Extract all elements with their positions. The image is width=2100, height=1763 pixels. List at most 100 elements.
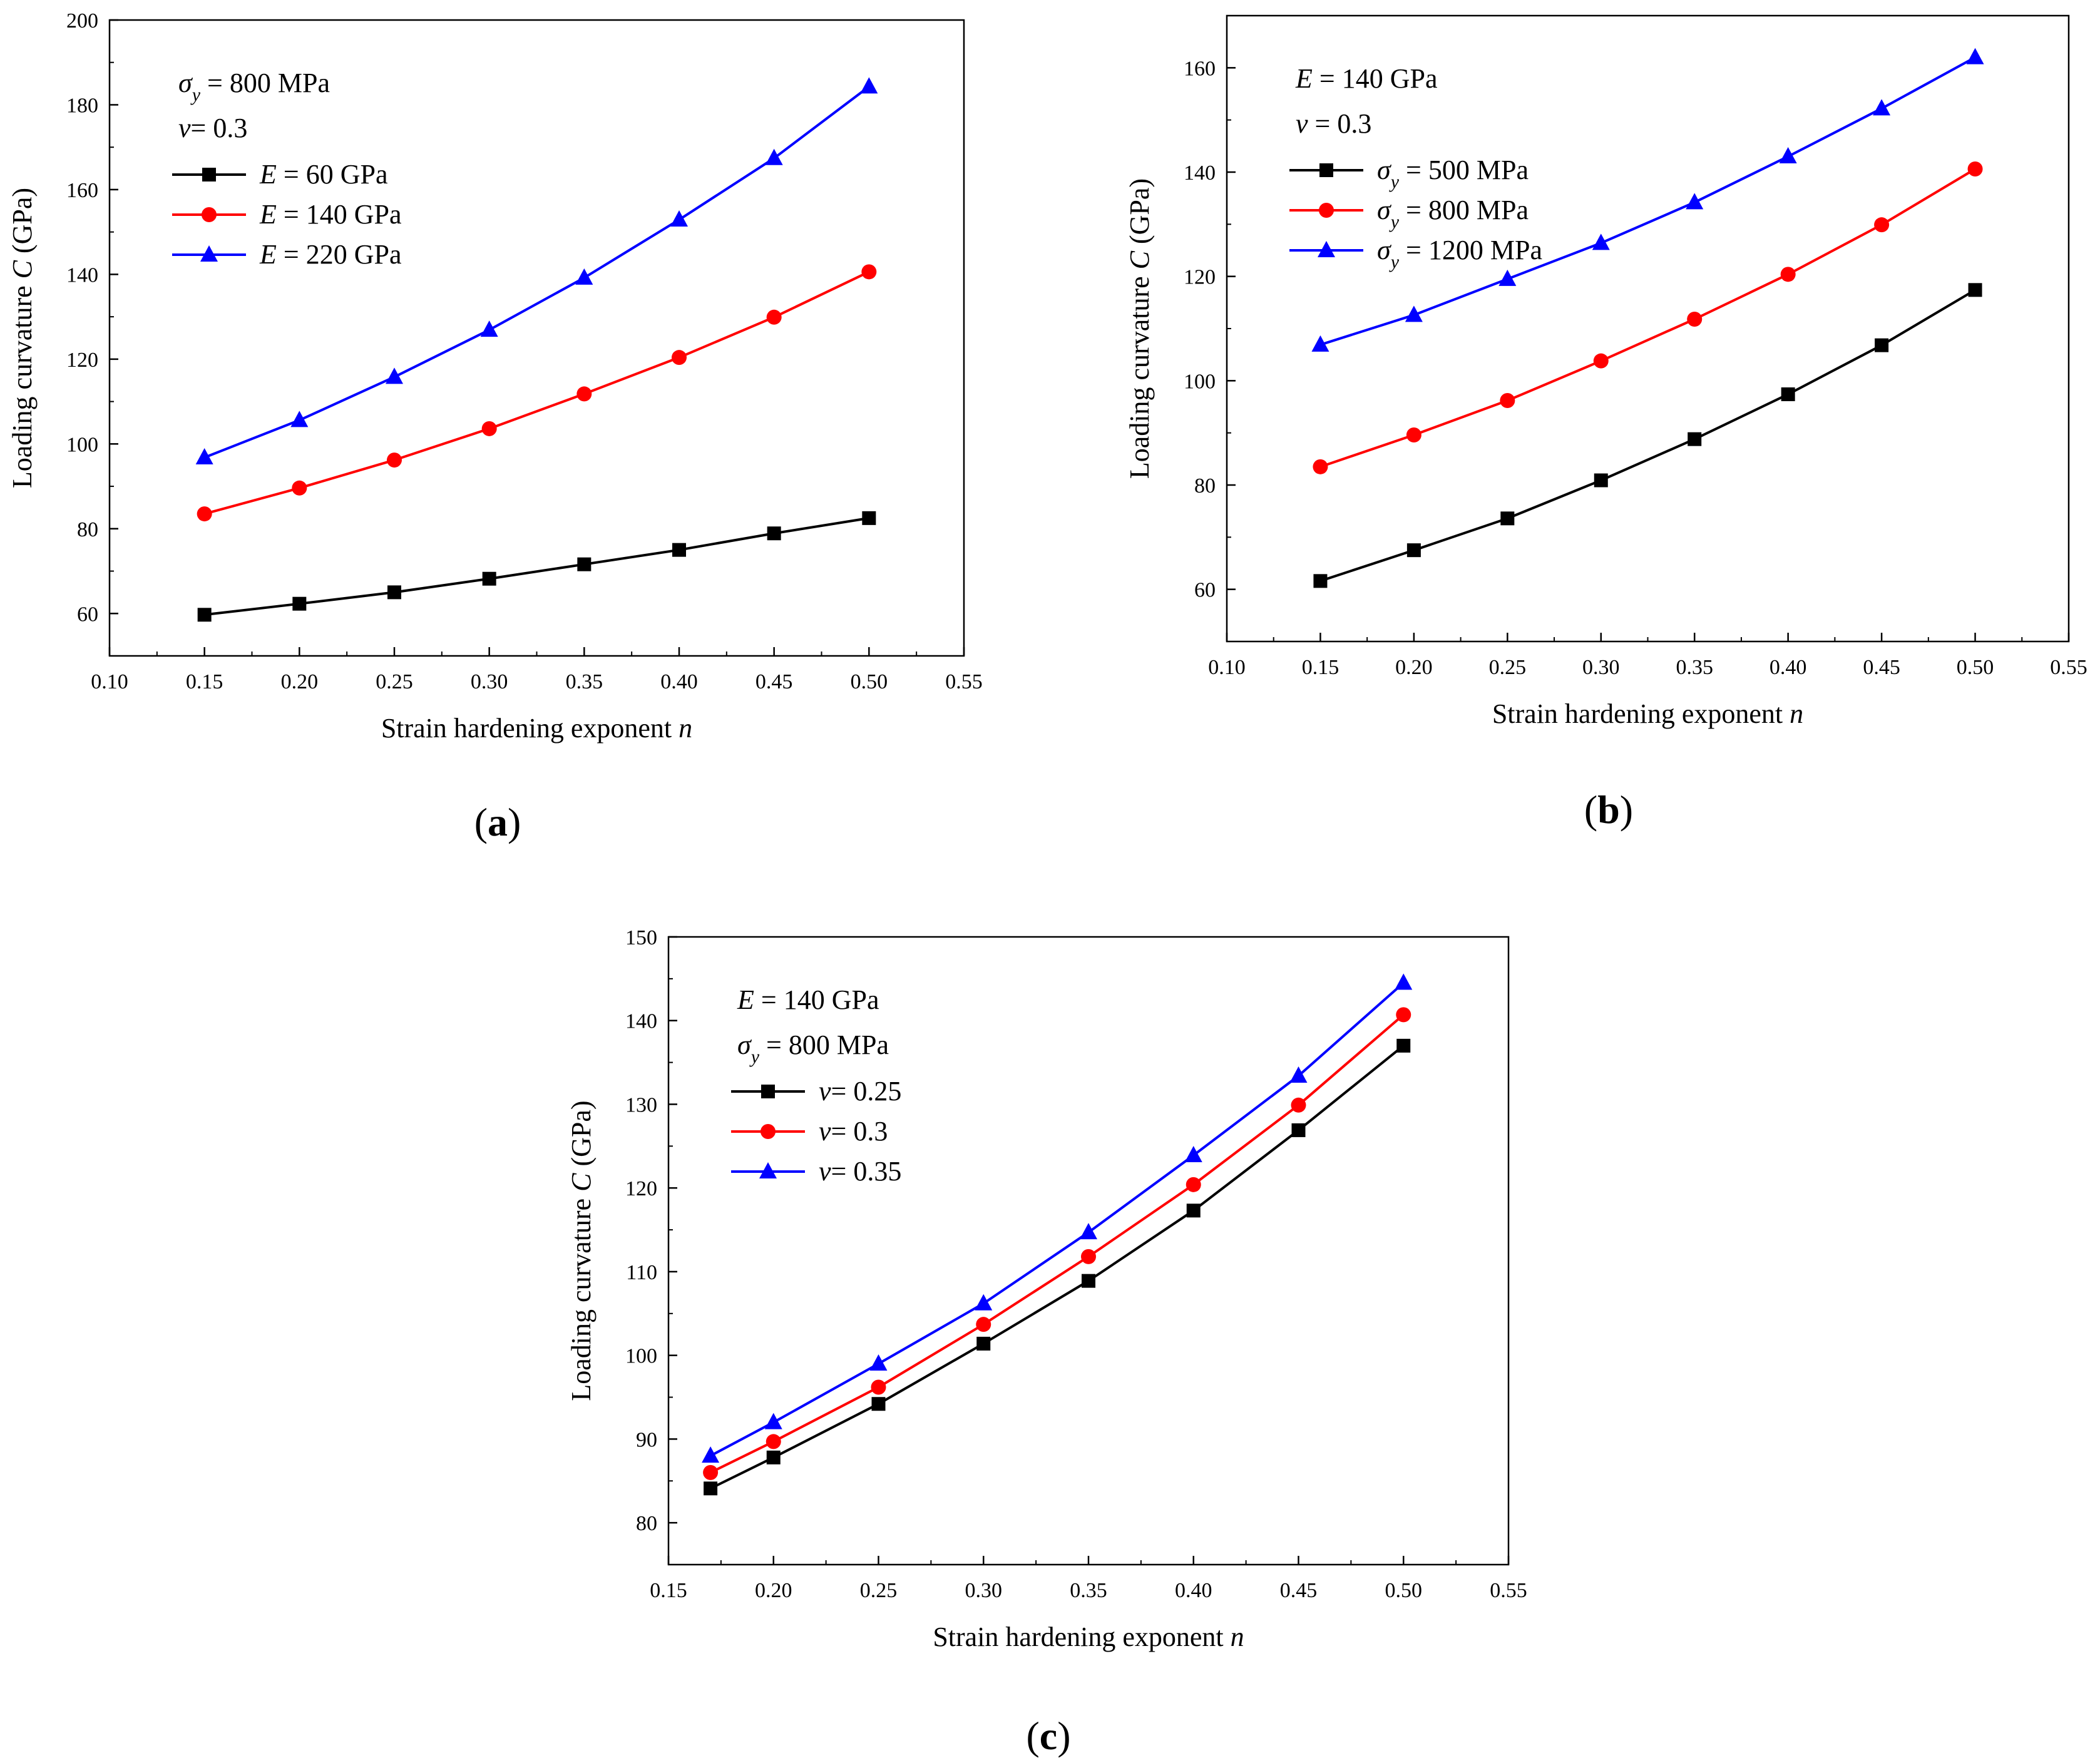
x-tick-label: 0.15: [650, 1579, 687, 1602]
y-axis-title-unit: (GPa): [566, 1100, 597, 1173]
y-tick-label: 140: [1184, 161, 1216, 185]
y-axis-title: Loading curvature C (GPa): [1124, 178, 1155, 479]
data-point: [482, 571, 496, 586]
legend-label-var: ν: [819, 1116, 831, 1147]
data-point: [672, 350, 687, 365]
y-tick-label: 80: [636, 1512, 657, 1535]
data-point: [1395, 973, 1413, 990]
annotation-value: = 800 MPa: [759, 1030, 889, 1060]
series-line-2: [710, 982, 1405, 1457]
data-point: [1500, 511, 1515, 526]
legend-label: E = 60 GPa: [259, 159, 387, 190]
annotation-value: = 0.3: [191, 113, 248, 143]
y-axis-title-text: Loading curvature: [7, 279, 38, 488]
legend-label: σy = 1200 MPa: [1377, 235, 1542, 272]
panel-label-open: (: [1584, 787, 1597, 832]
data-point: [1080, 1223, 1097, 1240]
panel-label-close: ): [1057, 1714, 1070, 1758]
data-point: [197, 608, 212, 622]
x-tick-label: 0.45: [1863, 656, 1900, 679]
data-point: [862, 511, 876, 525]
chart-panel-a: 0.10 0.15 0.20 0.25 0.30 0.35 0.40 0.45 0.50 0.55…: [7, 9, 983, 844]
x-tick-label: 0.10: [1208, 656, 1246, 679]
legend-label-value: = 0.25: [831, 1076, 902, 1106]
y-tick-label: 100: [66, 433, 98, 456]
x-axis-title: Strain hardening exponent n: [381, 713, 692, 744]
chart-panel-c: 0.15 0.20 0.25 0.30 0.35 0.40 0.45 0.50 0.55 80 90…: [566, 926, 1527, 1758]
legend-label: E = 140 GPa: [259, 199, 401, 230]
legend-marker: [1319, 163, 1333, 177]
y-axis-title-var: C: [7, 260, 38, 279]
data-point: [1968, 283, 1982, 297]
y-tick-label: 60: [77, 603, 98, 626]
y-axis-title-text: Loading curvature: [566, 1192, 597, 1401]
legend-marker: [200, 245, 218, 262]
x-tick-label: 0.40: [1175, 1579, 1212, 1602]
legend-label-var: E: [259, 199, 277, 230]
legend-label-value: = 0.3: [831, 1116, 888, 1147]
panel-label-letter: a: [488, 800, 508, 844]
x-tick-label: 0.20: [755, 1579, 792, 1602]
y-tick-label: 150: [625, 926, 657, 949]
y-tick-label: 160: [1184, 57, 1216, 80]
data-point: [1405, 305, 1423, 322]
x-axis-title-text: Strain hardening exponent: [381, 713, 679, 744]
data-point: [1406, 543, 1421, 558]
legend-label: E = 220 GPa: [259, 239, 401, 270]
data-point: [765, 148, 783, 165]
data-point: [1396, 1007, 1411, 1023]
data-point: [670, 210, 688, 227]
data-point: [1593, 353, 1609, 369]
y-axis-title: Loading curvature C (GPa): [7, 188, 38, 488]
x-tick-label: 0.40: [660, 670, 698, 693]
x-tick-label: 0.55: [945, 670, 983, 693]
legend-label: ν= 0.25: [819, 1076, 901, 1106]
data-point: [1687, 312, 1703, 327]
series-line-1: [1319, 168, 1976, 468]
annotation-value: = 140 GPa: [754, 984, 879, 1015]
data-point: [1184, 1146, 1202, 1163]
panel-label-open: (: [1026, 1714, 1039, 1758]
x-tick-label: 0.20: [1395, 656, 1433, 679]
legend-label-value: = 1200 MPa: [1399, 235, 1542, 265]
data-point: [861, 264, 877, 280]
data-point: [1289, 1066, 1308, 1083]
panel-label-letter: c: [1040, 1714, 1057, 1758]
data-point: [766, 1434, 781, 1449]
x-tick-label: 0.15: [186, 670, 223, 693]
data-point: [1874, 217, 1890, 233]
x-tick-label: 0.40: [1770, 656, 1807, 679]
x-axis-title-text: Strain hardening exponent: [933, 1622, 1230, 1652]
parameter-annotation: ν = 0.3: [1296, 108, 1371, 139]
legend-marker: [202, 207, 217, 222]
legend-marker: [761, 1085, 775, 1098]
legend-label-value: = 500 MPa: [1399, 155, 1529, 185]
legend-marker: [1318, 241, 1335, 257]
legend-label-value: = 800 MPa: [1399, 195, 1529, 225]
data-point: [869, 1354, 888, 1371]
series-line-0: [710, 1045, 1405, 1490]
x-tick-label: 0.50: [1385, 1579, 1423, 1602]
legend-label: σy = 800 MPa: [1377, 195, 1529, 232]
x-axis-title: Strain hardening exponent n: [933, 1622, 1244, 1652]
data-point: [1186, 1203, 1201, 1218]
data-point: [197, 506, 212, 522]
y-tick-label: 140: [66, 263, 98, 287]
y-tick-label: 100: [1184, 370, 1216, 393]
y-tick-label: 80: [1194, 474, 1216, 498]
data-point: [1781, 387, 1795, 401]
data-point: [1500, 393, 1515, 408]
data-point: [387, 585, 401, 600]
data-point: [1594, 473, 1608, 488]
data-point: [1779, 147, 1797, 163]
series-line-0: [1319, 289, 1976, 583]
data-point: [1592, 233, 1610, 250]
data-point: [1396, 1038, 1411, 1053]
annotation-value: = 0.3: [1308, 108, 1372, 139]
x-tick-label: 0.55: [1490, 1579, 1527, 1602]
panel-label-close: ): [1620, 787, 1633, 832]
x-tick-label: 0.50: [851, 670, 888, 693]
data-point: [703, 1464, 719, 1480]
data-point: [764, 1413, 782, 1429]
x-axis-title-var: n: [1790, 698, 1803, 729]
